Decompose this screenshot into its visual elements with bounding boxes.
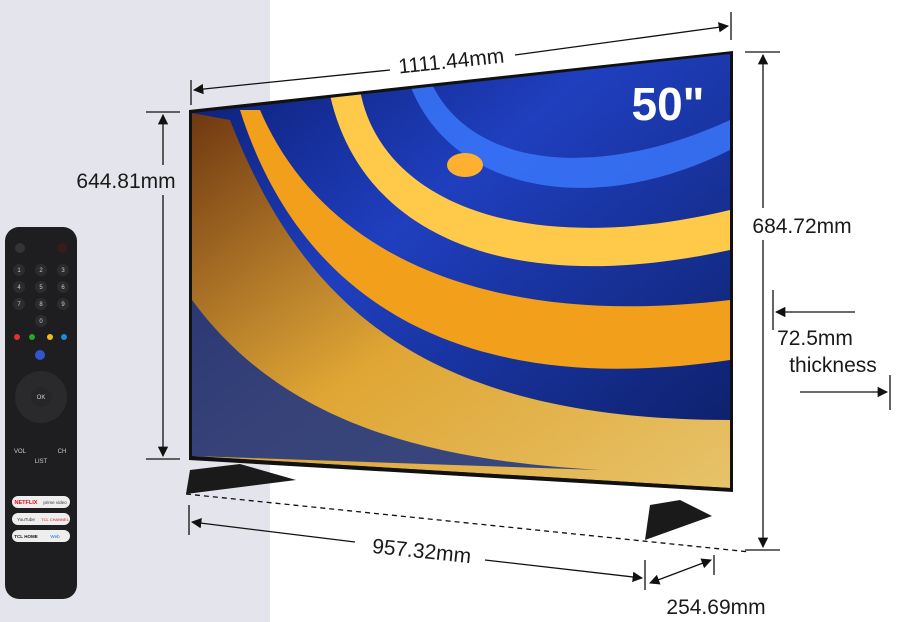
remote-key-label: 5 <box>39 285 43 291</box>
stand-leg-right <box>645 500 712 540</box>
remote-key-label: 3 <box>61 268 65 274</box>
tcl-home-button: TCL HOME <box>14 534 37 539</box>
ch-label: CH <box>58 449 67 455</box>
tcl-channel-button: TCL CHANNEL <box>41 517 69 522</box>
stand-leg-left <box>186 464 296 494</box>
remote-key-label: 2 <box>39 268 43 274</box>
remote-key <box>13 264 25 276</box>
remote-key <box>13 298 25 310</box>
remote-control: 1 2 3 4 5 6 7 8 9 0 OK VOL CH LIST NETFLIX prime … <box>5 227 77 599</box>
list-button: LIST <box>35 459 48 465</box>
remote-key <box>35 315 47 327</box>
stand-width-label: 957.32mm <box>371 535 472 568</box>
power-icon <box>57 243 67 253</box>
tv: 50" <box>186 51 733 540</box>
remote-key-label: 0 <box>39 319 43 325</box>
stand-depth-label: 254.69mm <box>666 596 765 619</box>
remote-key <box>35 298 47 310</box>
remote-key <box>57 264 69 276</box>
remote-key-label: 7 <box>17 302 21 308</box>
total-height-label: 684.72mm <box>752 215 851 238</box>
screen-size-badge: 50" <box>632 78 705 130</box>
tv-screen <box>192 54 730 488</box>
remote-key-label: 4 <box>17 285 21 291</box>
mic-icon <box>35 350 45 360</box>
remote-key-label: 1 <box>17 268 21 274</box>
remote-key-label: 8 <box>39 302 43 308</box>
remote-key <box>57 298 69 310</box>
remote-key <box>35 281 47 293</box>
netflix-button: NETFLIX <box>15 500 38 506</box>
prime-video-button: prime video <box>43 500 67 505</box>
vol-label: VOL <box>14 449 27 455</box>
remote-key <box>13 281 25 293</box>
ok-button: OK <box>37 395 46 401</box>
thickness-value-label: 72.5mm <box>777 327 853 350</box>
screen-height-label: 644.81mm <box>76 170 175 193</box>
remote-key <box>35 264 47 276</box>
web-button: Web <box>50 534 60 539</box>
remote-key <box>57 281 69 293</box>
remote-key-label: 6 <box>61 285 65 291</box>
thickness-label: thickness <box>789 354 877 377</box>
width-label: 1111.44mm <box>397 45 505 79</box>
remote-key-label: 9 <box>61 302 65 308</box>
dimension-lines <box>146 12 891 590</box>
youtube-button: YouTube <box>17 517 35 522</box>
